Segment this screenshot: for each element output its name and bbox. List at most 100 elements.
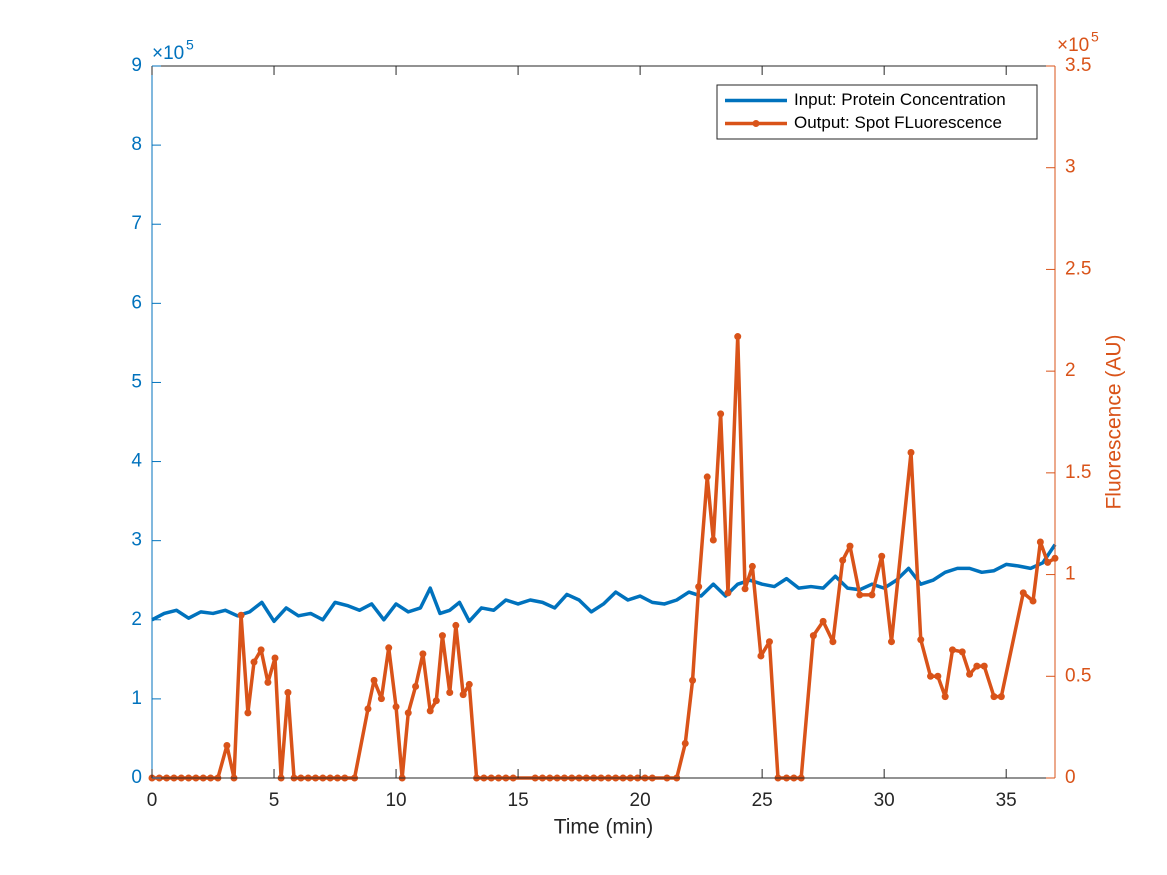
y-tick-label: 2 <box>131 609 142 630</box>
data-point <box>973 662 981 670</box>
data-point <box>237 611 245 619</box>
data-point <box>934 672 942 680</box>
legend-box <box>716 84 1038 140</box>
y2-tick-label: 1 <box>1065 564 1076 585</box>
y-tick-label: 1 <box>131 688 142 709</box>
legend-label: Input: Protein Concentration <box>794 90 1006 109</box>
data-point <box>765 638 773 646</box>
data-point <box>878 552 886 560</box>
x-axis-label: Time (min) <box>554 816 654 839</box>
data-point <box>284 689 292 697</box>
plot-area <box>152 66 1055 778</box>
data-point <box>446 689 454 697</box>
data-point <box>748 562 756 570</box>
data-point <box>709 536 717 544</box>
y-multiplier: ×10 <box>152 43 184 64</box>
data-point <box>426 707 434 715</box>
data-point <box>856 591 864 599</box>
y2-tick-label: 3 <box>1065 157 1076 178</box>
legend-marker <box>752 120 760 127</box>
y2-tick-label: 0 <box>1065 767 1076 788</box>
data-point <box>741 585 749 593</box>
data-point <box>271 654 279 662</box>
x-tick-label: 35 <box>996 790 1017 811</box>
data-point <box>948 646 956 654</box>
data-point <box>809 632 817 640</box>
y-tick-label: 0 <box>131 767 142 788</box>
data-point <box>385 644 393 652</box>
data-point <box>1019 589 1027 597</box>
data-point <box>846 542 854 550</box>
y2-tick-label: 2 <box>1065 360 1076 381</box>
x-tick-label: 25 <box>752 790 773 811</box>
y2-axis-label: Fluorescence (AU) <box>1103 334 1126 509</box>
data-point <box>990 693 998 701</box>
data-point <box>459 691 467 699</box>
legend: Input: Protein Concentration Output: Spot… <box>716 84 1038 140</box>
data-point <box>958 648 966 656</box>
data-point <box>364 705 372 713</box>
y2-exponent: 5 <box>1091 29 1099 45</box>
data-point <box>695 583 703 591</box>
x-tick-label: 15 <box>508 790 529 811</box>
data-point <box>887 638 895 646</box>
y2-tick-label: 1.5 <box>1065 462 1091 483</box>
y-tick-label: 8 <box>131 134 142 155</box>
data-point <box>264 678 272 686</box>
data-point <box>223 741 231 749</box>
x-tick-label: 10 <box>385 790 406 811</box>
data-point <box>370 676 378 684</box>
x-tick-label: 30 <box>874 790 895 811</box>
data-point <box>703 473 711 481</box>
data-point <box>244 709 252 717</box>
data-point <box>438 632 446 640</box>
data-point <box>689 676 697 684</box>
data-point <box>377 695 385 703</box>
data-point <box>465 680 473 688</box>
data-point <box>917 636 925 644</box>
x-tick-label: 0 <box>147 790 158 811</box>
data-point <box>941 693 949 701</box>
data-point <box>734 333 742 341</box>
y2-multiplier: ×10 <box>1057 35 1089 56</box>
data-point <box>757 652 765 660</box>
y-tick-label: 4 <box>131 451 142 472</box>
data-point <box>717 410 725 418</box>
y-tick-label: 9 <box>131 55 142 76</box>
data-point <box>412 682 420 690</box>
y-tick-label: 6 <box>131 292 142 313</box>
data-point <box>819 617 827 625</box>
data-point <box>724 589 732 597</box>
data-point <box>927 672 935 680</box>
y2-tick-label: 2.5 <box>1065 258 1091 279</box>
data-point <box>257 646 265 654</box>
data-point <box>868 591 876 599</box>
data-point <box>404 709 412 717</box>
data-point <box>419 650 427 658</box>
data-point <box>829 638 837 646</box>
data-point <box>1029 597 1037 605</box>
data-point <box>452 621 460 629</box>
data-point <box>997 693 1005 701</box>
data-point <box>839 556 847 564</box>
data-point <box>392 703 400 711</box>
data-point <box>966 670 974 678</box>
y-tick-label: 3 <box>131 530 142 551</box>
x-tick-label: 5 <box>269 790 280 811</box>
data-point <box>681 739 689 747</box>
legend-label: Output: Spot FLuorescence <box>794 113 1002 132</box>
data-point <box>250 658 258 666</box>
data-point <box>1044 558 1052 566</box>
x-tick-label: 20 <box>630 790 651 811</box>
y-exponent: 5 <box>186 37 194 53</box>
data-point <box>1036 538 1044 546</box>
data-point <box>432 697 440 705</box>
data-point <box>980 662 988 670</box>
y2-tick-label: 3.5 <box>1065 55 1091 76</box>
y-tick-label: 7 <box>131 213 142 234</box>
series-line <box>151 543 1057 624</box>
y2-tick-label: 0.5 <box>1065 665 1091 686</box>
data-point <box>907 449 915 457</box>
y-tick-label: 5 <box>131 371 142 392</box>
